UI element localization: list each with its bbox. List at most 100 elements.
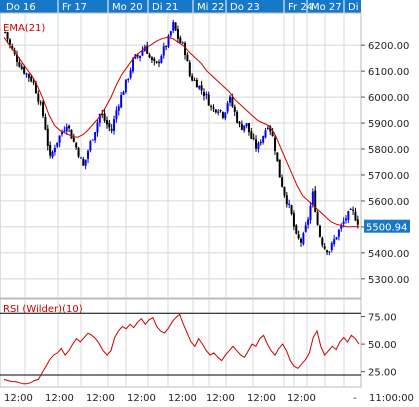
- candle-body: [297, 234, 300, 239]
- candle-body: [101, 114, 104, 116]
- y-tick-label: 5700.00: [368, 171, 409, 182]
- candle-body: [49, 144, 52, 156]
- candle-body: [75, 143, 78, 148]
- candle-body: [37, 93, 40, 102]
- price-panel: EMA(21) 6200.00 6100.00 6000.00 5900.00 5800…: [0, 12, 410, 299]
- candle-body: [252, 137, 255, 140]
- candle-body: [65, 126, 68, 132]
- candle-body: [326, 250, 329, 253]
- y-tick-label: 5800.00: [368, 145, 409, 156]
- candle-body: [224, 112, 227, 119]
- candle-body: [226, 103, 229, 112]
- candle-body: [68, 125, 71, 129]
- candle-body: [257, 143, 260, 149]
- day-label: Di: [348, 2, 358, 13]
- day-label: Do 23: [230, 2, 260, 13]
- candle-body: [153, 58, 156, 62]
- day-label: Mi 22: [197, 2, 224, 13]
- candle-body: [84, 159, 87, 166]
- candle-body: [94, 132, 97, 141]
- candle-body: [174, 22, 177, 31]
- candle-body: [146, 45, 149, 54]
- candle-body: [184, 42, 187, 56]
- day-header-background: [0, 0, 361, 13]
- candle-body: [221, 112, 224, 118]
- candle-body: [276, 152, 279, 162]
- candle-body: [269, 126, 272, 132]
- candle-body: [236, 111, 239, 123]
- candle-body: [34, 82, 37, 94]
- x-tick-label: 12:00: [127, 393, 156, 404]
- current-value-background: [364, 219, 410, 233]
- candle-body: [141, 50, 144, 56]
- candle-body: [195, 79, 198, 88]
- x-tick-label: -: [353, 393, 357, 404]
- candle-body: [290, 205, 293, 214]
- candle-body: [292, 213, 295, 227]
- x-tick-label: 12:00: [206, 393, 235, 404]
- candle-body: [11, 45, 14, 50]
- rsi-y-tick-label: 75.00: [368, 313, 397, 324]
- candle-body: [217, 111, 220, 113]
- candle-body: [39, 102, 42, 104]
- candle-body: [176, 29, 179, 39]
- candle-body: [186, 54, 189, 62]
- candle-body: [150, 57, 153, 61]
- candle-body: [32, 81, 35, 83]
- candle-body: [6, 32, 9, 40]
- candle-body: [309, 205, 312, 221]
- candle-body: [321, 237, 324, 246]
- ema-label: EMA(21): [3, 23, 45, 34]
- candle-body: [352, 209, 355, 211]
- rsi-y-tick-label: 25.00: [368, 368, 397, 379]
- candle-body: [129, 70, 132, 78]
- candle-body: [179, 37, 182, 43]
- candle-body: [23, 67, 26, 74]
- x-axis: 12:00 12:00 12:00 12:00 12:00 12:00 12:00 12:00…: [4, 393, 414, 404]
- candle-body: [165, 45, 168, 47]
- candle-body: [245, 123, 248, 126]
- candle-body: [202, 92, 205, 96]
- candle-body: [191, 75, 194, 81]
- x-tick-label: 11:00:00: [369, 393, 414, 404]
- candle-body: [82, 158, 85, 166]
- candle-body: [262, 136, 265, 143]
- candle-body: [337, 229, 340, 237]
- candle-body: [122, 92, 125, 95]
- y-tick-label: 6200.00: [368, 41, 409, 52]
- candle-body: [162, 46, 165, 56]
- candle-body: [266, 127, 269, 129]
- candle-body: [219, 109, 222, 111]
- candle-body: [300, 238, 303, 243]
- candle-body: [143, 46, 146, 52]
- candle-body: [328, 251, 331, 253]
- candle-body: [58, 135, 61, 143]
- candle-body: [63, 130, 66, 132]
- candle-body: [79, 157, 82, 159]
- candle-body: [70, 129, 73, 139]
- candle-body: [205, 93, 208, 96]
- candle-body: [231, 97, 234, 107]
- candle-body: [44, 116, 47, 130]
- candle-body: [264, 130, 267, 138]
- candle-body: [349, 208, 352, 210]
- candle-body: [330, 243, 333, 251]
- candle-body: [181, 42, 184, 44]
- candle-body: [105, 120, 108, 125]
- candle-body: [53, 147, 56, 153]
- candle-body: [285, 195, 288, 205]
- candle-body: [250, 131, 253, 139]
- candle-body: [108, 122, 111, 128]
- candle-body: [20, 66, 23, 69]
- candle-body: [288, 203, 291, 205]
- candle-body: [311, 191, 314, 205]
- day-label: Mo 20: [112, 2, 143, 13]
- candle-body: [117, 106, 120, 111]
- candle-body: [113, 119, 116, 132]
- ema-line: [3, 36, 359, 228]
- candle-body: [136, 55, 139, 57]
- candle-body: [46, 128, 49, 147]
- candle-body: [295, 225, 298, 234]
- candle-body: [356, 219, 359, 225]
